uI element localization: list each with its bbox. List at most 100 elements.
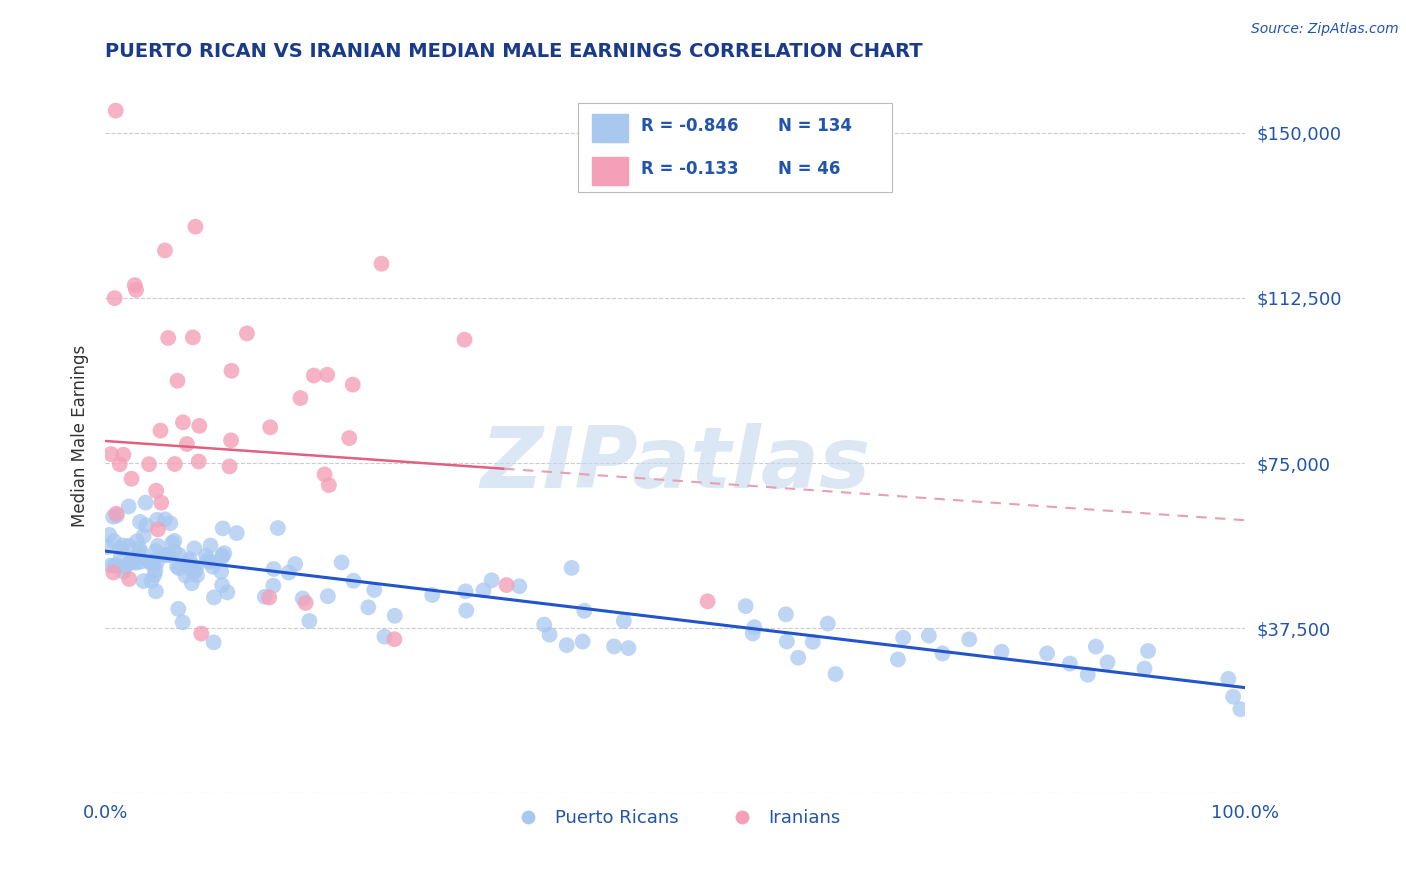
Point	[225, 526, 247, 541]
Point	[508, 579, 530, 593]
Point	[163, 533, 186, 548]
Point	[211, 550, 233, 565]
Point	[100, 447, 122, 461]
Point	[145, 483, 167, 498]
Point	[495, 578, 517, 592]
Point	[218, 459, 240, 474]
Point	[98, 528, 121, 542]
Point	[176, 437, 198, 451]
Point	[150, 496, 173, 510]
Point	[132, 529, 155, 543]
Point	[149, 424, 172, 438]
Point	[125, 556, 148, 570]
Point	[202, 591, 225, 605]
Point	[153, 512, 176, 526]
Point	[236, 326, 259, 341]
Point	[257, 591, 280, 605]
Point	[202, 635, 225, 649]
Point	[357, 600, 380, 615]
Point	[561, 561, 583, 575]
Point	[163, 457, 186, 471]
Point	[211, 578, 233, 592]
Point	[155, 548, 177, 562]
FancyBboxPatch shape	[578, 103, 891, 192]
Point	[143, 553, 166, 567]
Point	[918, 629, 941, 643]
Point	[167, 561, 190, 575]
Point	[316, 368, 339, 382]
Point	[211, 549, 233, 563]
Point	[118, 500, 141, 514]
Point	[298, 614, 321, 628]
Point	[172, 415, 194, 429]
Point	[316, 589, 339, 603]
Point	[146, 513, 169, 527]
Point	[370, 257, 392, 271]
Point	[294, 596, 316, 610]
Point	[1077, 667, 1099, 681]
Point	[120, 556, 142, 570]
Text: PUERTO RICAN VS IRANIAN MEDIAN MALE EARNINGS CORRELATION CHART: PUERTO RICAN VS IRANIAN MEDIAN MALE EARN…	[105, 42, 922, 61]
Point	[127, 548, 149, 562]
Point	[186, 568, 208, 582]
Legend: Puerto Ricans, Iranians: Puerto Ricans, Iranians	[502, 802, 848, 834]
Point	[277, 566, 299, 580]
Point	[103, 566, 125, 580]
Point	[891, 631, 914, 645]
Point	[571, 634, 593, 648]
Point	[574, 604, 596, 618]
Point	[163, 544, 186, 558]
Point	[139, 556, 162, 570]
Point	[533, 617, 555, 632]
Point	[110, 549, 132, 563]
Point	[145, 564, 167, 578]
Point	[132, 574, 155, 588]
Point	[259, 420, 281, 434]
Point	[201, 559, 224, 574]
Text: Source: ZipAtlas.com: Source: ZipAtlas.com	[1251, 22, 1399, 37]
Point	[1137, 644, 1160, 658]
Point	[211, 521, 233, 535]
Point	[146, 539, 169, 553]
Point	[187, 454, 209, 468]
Point	[104, 291, 127, 305]
Point	[787, 650, 810, 665]
Point	[337, 431, 360, 445]
Point	[111, 538, 134, 552]
Point	[114, 559, 136, 574]
Point	[141, 555, 163, 569]
Point	[613, 614, 636, 628]
Point	[129, 545, 152, 559]
Point	[617, 641, 640, 656]
Point	[887, 652, 910, 666]
Point	[209, 565, 232, 579]
Text: R = -0.846: R = -0.846	[641, 117, 738, 135]
Point	[214, 546, 236, 560]
Point	[180, 576, 202, 591]
Point	[105, 508, 128, 523]
Point	[267, 521, 290, 535]
Point	[217, 585, 239, 599]
Point	[481, 574, 503, 588]
Point	[824, 667, 846, 681]
Point	[1097, 656, 1119, 670]
Point	[1059, 657, 1081, 671]
Point	[957, 632, 980, 647]
Point	[103, 558, 125, 573]
Text: ZIPatlas: ZIPatlas	[479, 423, 870, 506]
Point	[112, 448, 135, 462]
Point	[221, 364, 243, 378]
Point	[183, 541, 205, 556]
Point	[342, 574, 364, 588]
Point	[100, 558, 122, 573]
Point	[176, 555, 198, 569]
Point	[188, 418, 211, 433]
Point	[124, 278, 146, 293]
Point	[159, 516, 181, 531]
Text: R = -0.133: R = -0.133	[641, 160, 738, 178]
Point	[166, 559, 188, 574]
Point	[696, 594, 718, 608]
Point	[139, 555, 162, 569]
Point	[145, 544, 167, 558]
Point	[105, 558, 128, 573]
